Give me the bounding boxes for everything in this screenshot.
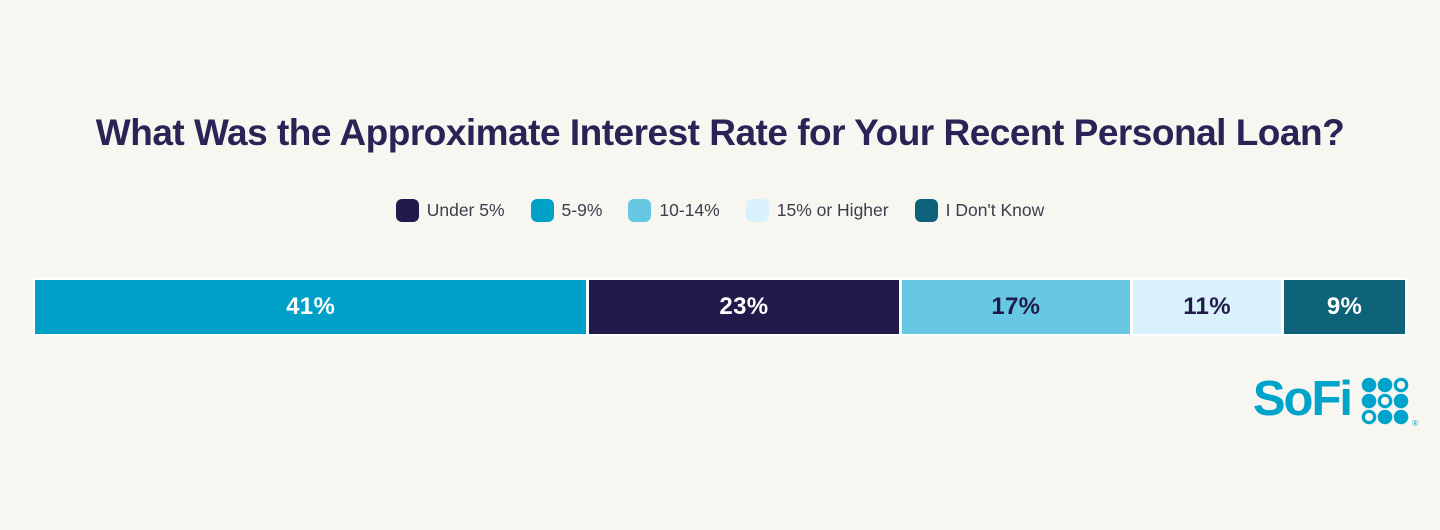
bar-segment-5-9: 41% [35,280,587,334]
legend-item-i-don-t-know: I Don't Know [914,199,1045,222]
legend-label: 10-14% [659,200,720,220]
legend-item-15-or-higher: 15% or Higher [745,199,889,222]
legend-label: 15% or Higher [776,200,889,220]
bar-segment-value: 41% [286,293,336,320]
bar-segment-15-or-higher: 11% [1133,280,1281,334]
legend-item-10-14: 10-14% [628,199,720,222]
legend-swatch-icon [745,199,769,222]
legend-swatch-icon [395,199,419,222]
bar-segment-10-14: 17% [901,280,1131,334]
legend-label: 5-9% [561,200,603,220]
registered-trademark-symbol: ® [1412,419,1418,428]
legend-swatch-icon [530,199,554,222]
legend-item-under-5: Under 5% [395,199,505,222]
chart-legend: Under 5% 5-9% 10-14% 15% or Higher I Don't K… [0,199,1440,222]
sofi-logo-wordmark: SoFi [1252,371,1353,426]
sofi-dots-logo-icon: ® [1360,376,1418,428]
bar-segment-value: 9% [1326,293,1363,320]
bar-segment-value: 11% [1183,293,1231,320]
stacked-bar: 41% 23% 17% 11% 9% [33,278,1407,336]
brand-footer: SoFi ® [1252,371,1418,428]
bar-segment-i-don-t-know: 9% [1284,280,1406,334]
bar-segment-value: 23% [719,293,769,320]
legend-item-5-9: 5-9% [530,199,603,222]
bar-segment-value: 17% [991,293,1041,320]
chart-title: What Was the Approximate Interest Rate f… [95,112,1345,153]
legend-label: Under 5% [426,200,505,220]
legend-swatch-icon [628,199,652,222]
legend-label: I Don't Know [945,200,1045,220]
legend-swatch-icon [914,199,938,222]
bar-segment-under-5: 23% [589,280,899,334]
